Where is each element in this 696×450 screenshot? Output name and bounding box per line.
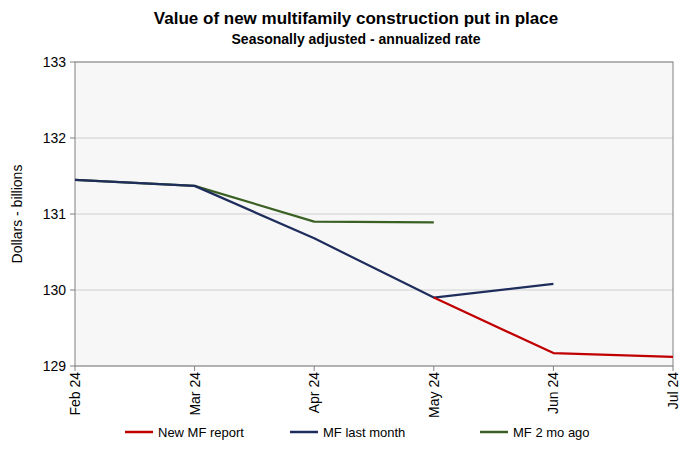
- y-tick-label: 130: [43, 282, 67, 298]
- y-tick: [70, 138, 75, 139]
- x-tick: [553, 366, 554, 371]
- x-tick-label: Feb 24: [67, 372, 83, 416]
- series-line: [75, 180, 553, 298]
- x-tick-label: May 24: [426, 372, 442, 418]
- y-tick-label: 129: [43, 358, 67, 374]
- y-tick: [70, 290, 75, 291]
- grid-line: [75, 138, 673, 139]
- x-tick: [673, 366, 674, 371]
- y-axis-label: Dollars - billions: [9, 165, 25, 264]
- y-tick-label: 131: [43, 206, 67, 222]
- series-line: [75, 180, 434, 223]
- plot-frame: [75, 62, 673, 366]
- grid-line: [75, 290, 673, 291]
- title: Value of new multifamily construction pu…: [154, 9, 558, 28]
- x-tick: [194, 366, 195, 371]
- y-tick: [70, 366, 75, 367]
- y-tick-label: 133: [43, 54, 67, 70]
- x-tick: [75, 366, 76, 371]
- legend-swatch: [290, 431, 318, 434]
- x-tick-label: Mar 24: [187, 372, 203, 416]
- x-tick-label: Jun 24: [545, 372, 561, 414]
- x-tick-label: Apr 24: [306, 372, 322, 413]
- legend-label: MF last month: [323, 425, 405, 440]
- subtitle: Seasonally adjusted - annualized rate: [232, 31, 481, 47]
- y-tick: [70, 62, 75, 63]
- legend-swatch: [480, 431, 508, 434]
- grid-line: [75, 214, 673, 215]
- legend-swatch: [125, 431, 153, 434]
- plot-area: [75, 62, 673, 366]
- chart: Value of new multifamily construction pu…: [0, 0, 696, 450]
- x-tick: [433, 366, 434, 371]
- legend-label: MF 2 mo ago: [513, 425, 590, 440]
- x-tick: [314, 366, 315, 371]
- series-group: [75, 180, 673, 357]
- legend-label: New MF report: [158, 425, 244, 440]
- y-tick: [70, 214, 75, 215]
- x-tick-label: Jul 24: [665, 372, 681, 410]
- y-tick-label: 132: [43, 130, 67, 146]
- series-line: [434, 298, 673, 357]
